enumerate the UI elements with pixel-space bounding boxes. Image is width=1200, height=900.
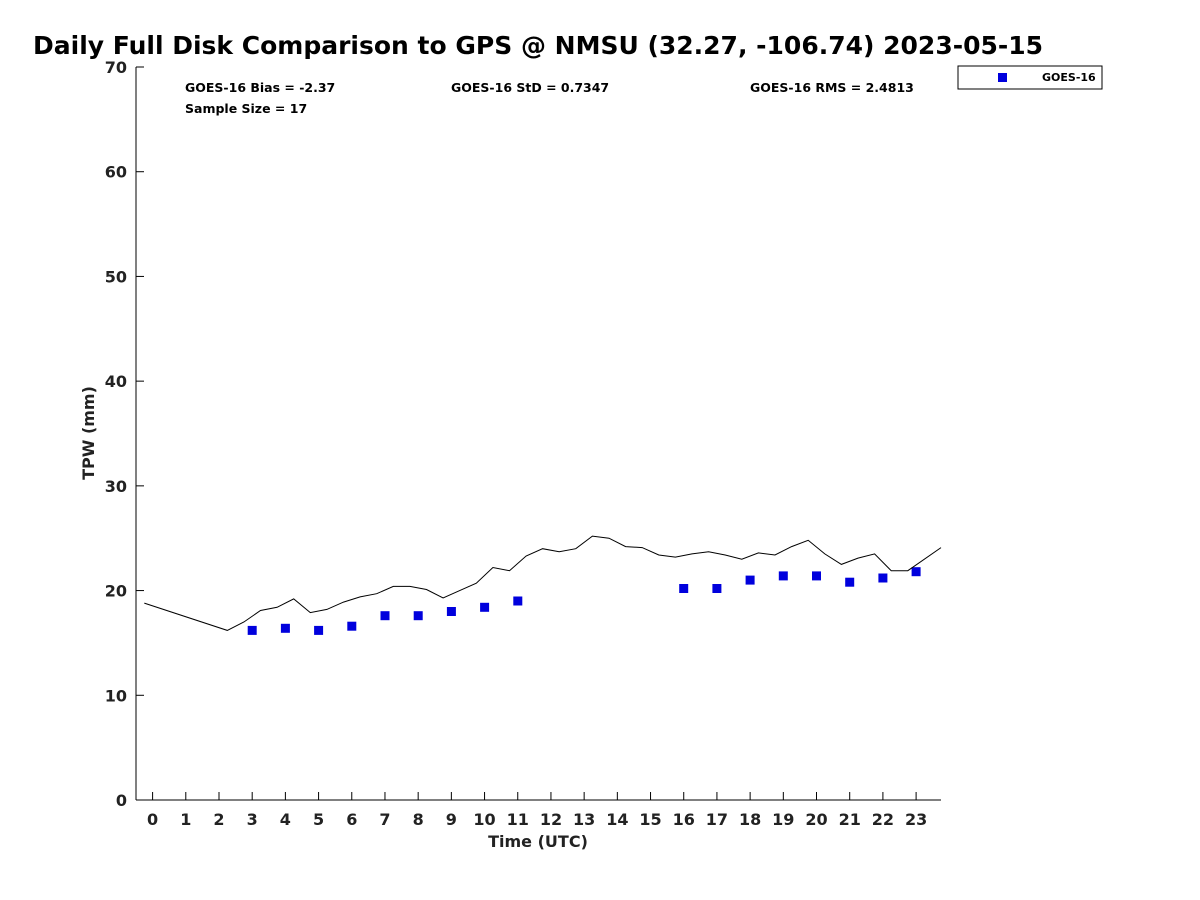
goes16-point bbox=[446, 607, 456, 616]
chart-title: Daily Full Disk Comparison to GPS @ NMSU… bbox=[33, 31, 1043, 60]
legend-label-goes16: GOES-16 bbox=[1042, 71, 1096, 84]
x-tick-label: 0 bbox=[147, 810, 158, 829]
legend: GOES-16 bbox=[957, 65, 1103, 90]
goes16-point bbox=[845, 577, 855, 587]
y-tick-label: 30 bbox=[105, 477, 127, 496]
x-tick-label: 7 bbox=[379, 810, 390, 829]
x-tick-label: 22 bbox=[872, 810, 894, 829]
x-tick-label: 4 bbox=[280, 810, 291, 829]
x-tick-label: 11 bbox=[507, 810, 529, 829]
x-tick-label: 14 bbox=[606, 810, 628, 829]
goes16-point bbox=[380, 611, 390, 621]
x-tick-label: 1 bbox=[180, 810, 191, 829]
rms-stat: GOES-16 RMS = 2.4813 bbox=[750, 80, 914, 95]
y-tick-label: 40 bbox=[105, 372, 127, 391]
plot-frame bbox=[135, 67, 941, 801]
legend-marker-goes16 bbox=[998, 73, 1007, 82]
x-tick-label: 2 bbox=[213, 810, 224, 829]
y-tick-label: 60 bbox=[105, 163, 127, 182]
goes16-point bbox=[712, 584, 722, 593]
x-tick-label: 16 bbox=[673, 810, 695, 829]
goes16-point bbox=[911, 567, 921, 577]
series-layer bbox=[144, 535, 942, 635]
x-tick-label: 6 bbox=[346, 810, 357, 829]
x-tick-label: 18 bbox=[739, 810, 761, 829]
goes16-point bbox=[513, 596, 523, 606]
legend-box bbox=[957, 65, 1103, 90]
goes16-point bbox=[679, 584, 689, 593]
y-tick-label: 0 bbox=[116, 791, 127, 810]
x-tick-label: 23 bbox=[905, 810, 927, 829]
x-ticks: 0 1 2 3 4 5 6 7 8 9 10 11 12 13 14 15 16 17 18 19 20 21 22 23 bbox=[147, 792, 927, 829]
gps-line bbox=[144, 535, 942, 631]
goes16-point bbox=[280, 623, 290, 633]
x-tick-label: 21 bbox=[839, 810, 861, 829]
y-ticks: 0 10 20 30 40 50 60 70 bbox=[105, 58, 144, 810]
goes16-point bbox=[812, 571, 821, 581]
y-axis-label: TPW (mm) bbox=[79, 386, 98, 480]
x-tick-label: 8 bbox=[413, 810, 424, 829]
x-tick-label: 17 bbox=[706, 810, 728, 829]
bias-stat: GOES-16 Bias = -2.37 bbox=[185, 80, 335, 95]
goes16-point bbox=[878, 573, 888, 583]
y-tick-label: 50 bbox=[105, 267, 127, 286]
goes16-point bbox=[745, 575, 755, 585]
x-tick-label: 9 bbox=[446, 810, 457, 829]
x-tick-label: 15 bbox=[639, 810, 661, 829]
x-tick-label: 10 bbox=[473, 810, 495, 829]
x-tick-label: 19 bbox=[772, 810, 794, 829]
x-axis-label: Time (UTC) bbox=[488, 832, 588, 851]
std-stat: GOES-16 StD = 0.7347 bbox=[451, 80, 609, 95]
x-tick-label: 13 bbox=[573, 810, 595, 829]
goes16-point bbox=[413, 611, 423, 621]
y-tick-label: 20 bbox=[105, 582, 127, 601]
goes16-point bbox=[778, 571, 788, 581]
goes16-point bbox=[247, 625, 257, 635]
x-tick-label: 3 bbox=[247, 810, 258, 829]
x-tick-label: 5 bbox=[313, 810, 324, 829]
x-tick-label: 20 bbox=[805, 810, 827, 829]
sample-size-stat: Sample Size = 17 bbox=[185, 101, 307, 116]
y-tick-label: 70 bbox=[105, 58, 127, 77]
x-tick-label: 12 bbox=[540, 810, 562, 829]
goes16-point bbox=[347, 621, 357, 631]
y-tick-label: 10 bbox=[105, 686, 127, 705]
goes16-point bbox=[314, 625, 324, 635]
goes16-point bbox=[480, 602, 490, 612]
